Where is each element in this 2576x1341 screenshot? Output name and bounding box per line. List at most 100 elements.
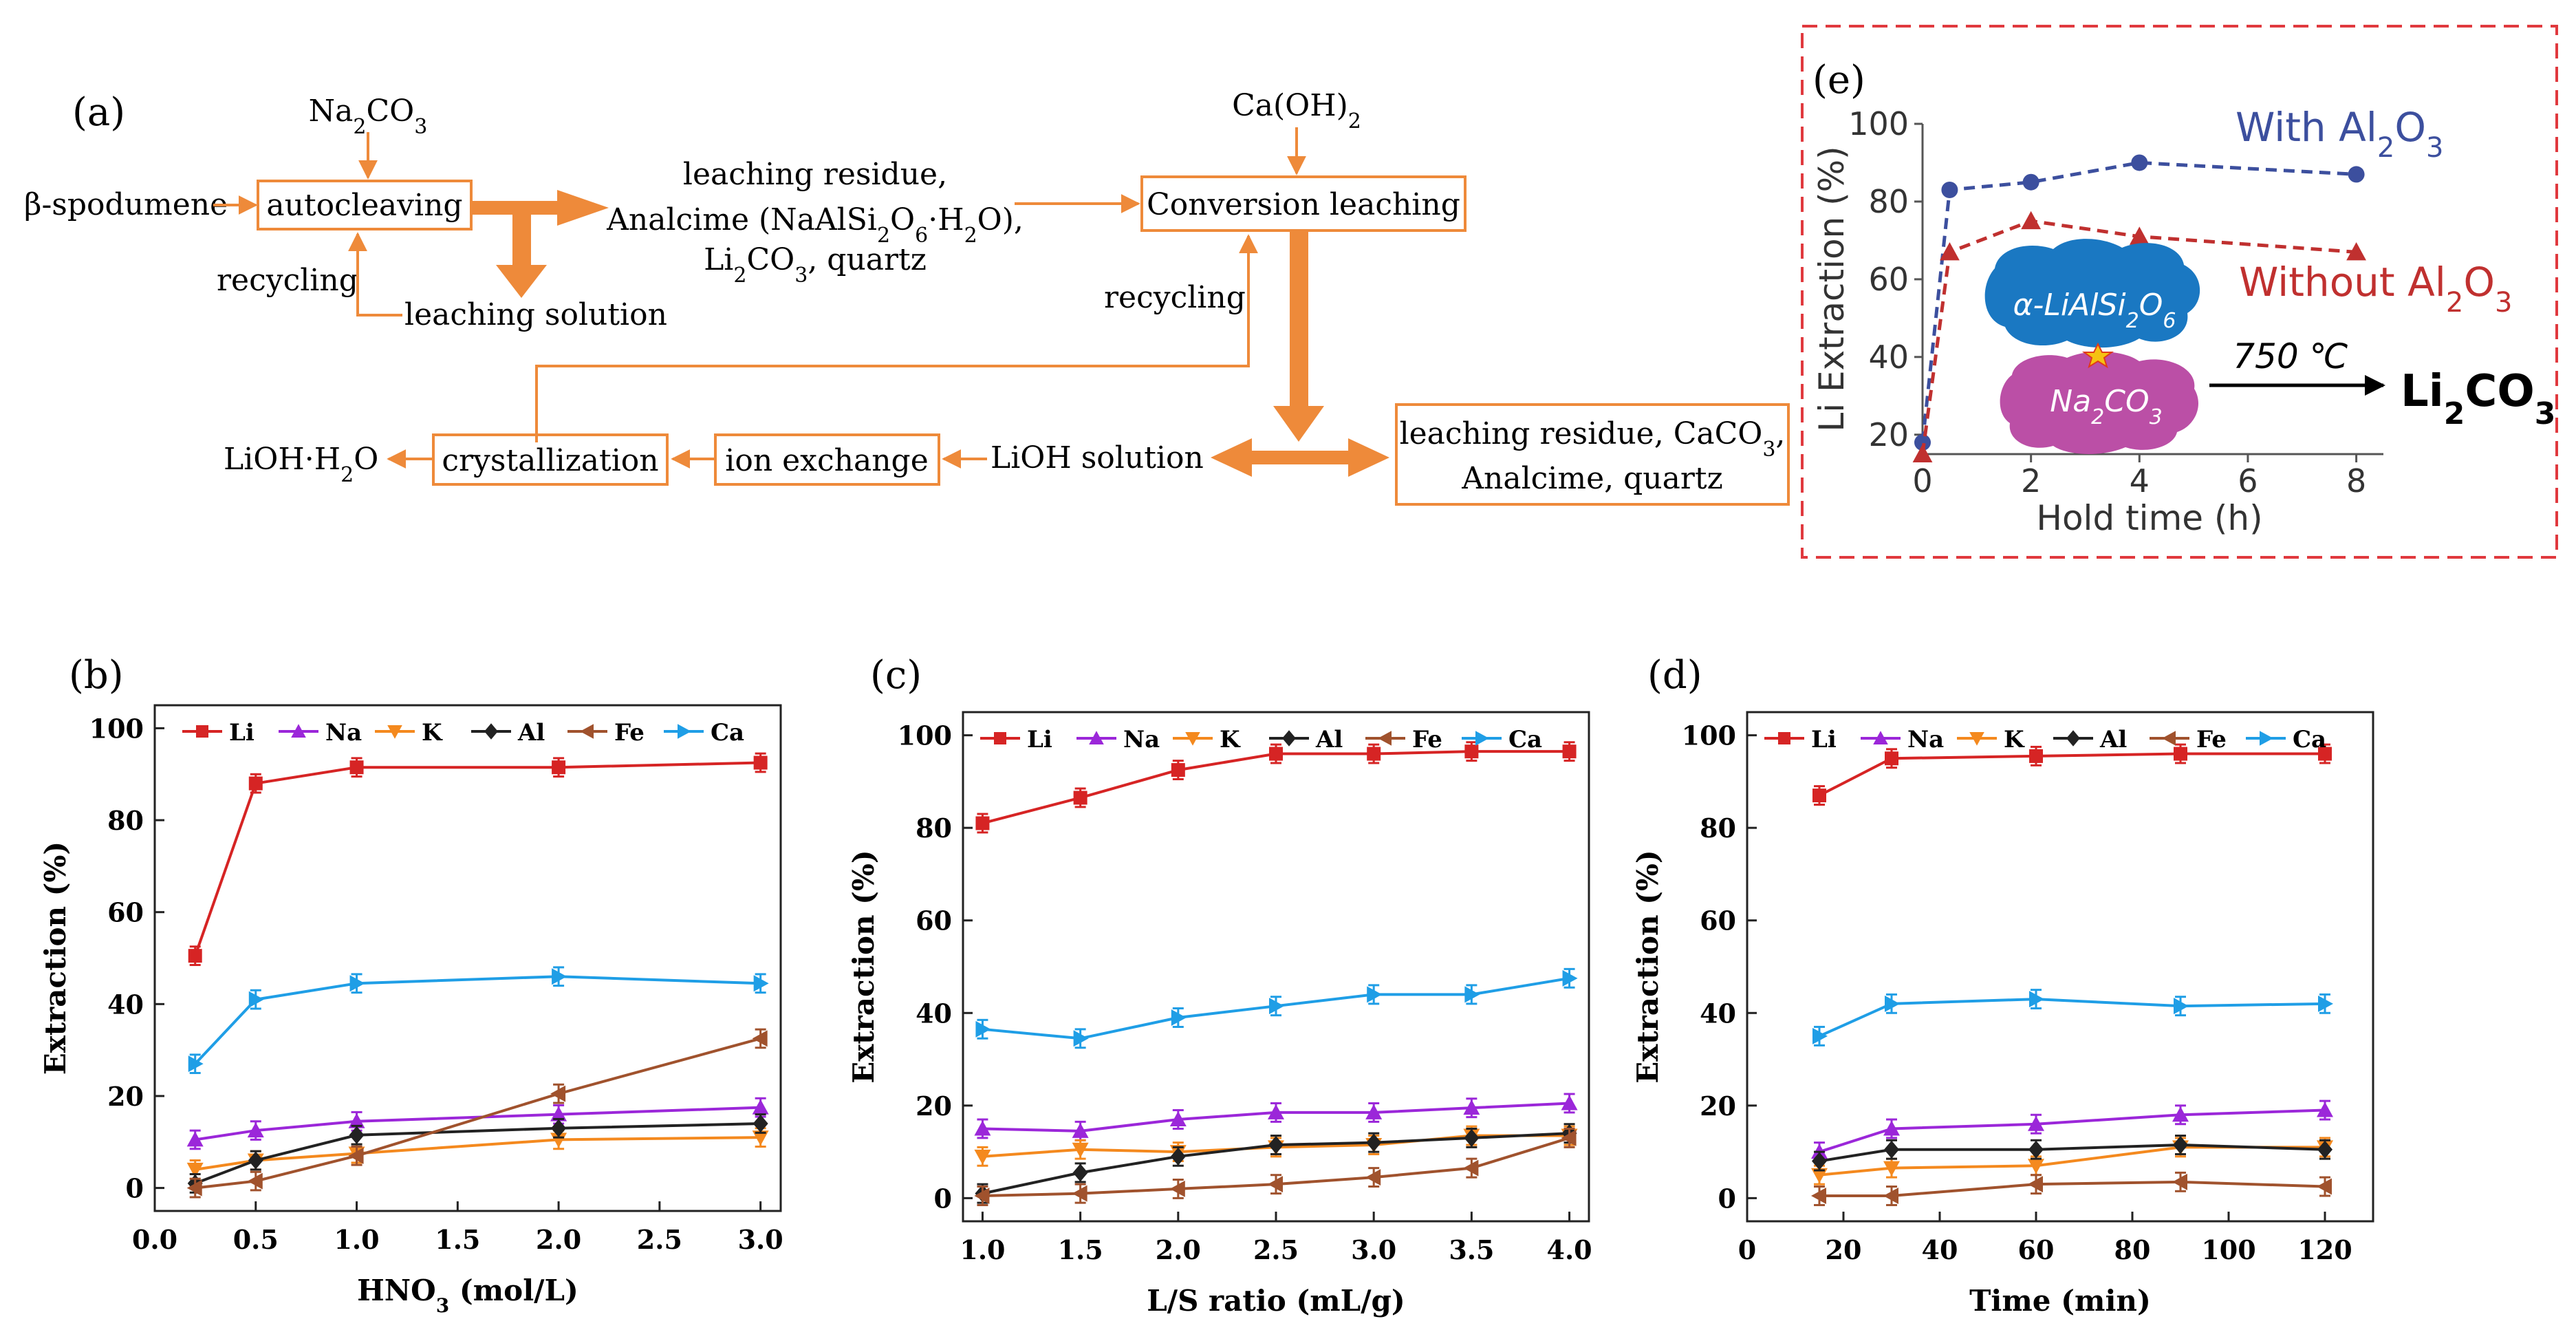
xtick-label: 4.0 bbox=[1547, 1234, 1592, 1265]
e-xtick-label: 2 bbox=[2021, 462, 2041, 500]
point-k bbox=[2028, 1159, 2044, 1174]
point-fe bbox=[1561, 1129, 1577, 1146]
xtick-label: 1.5 bbox=[1058, 1234, 1103, 1265]
recycling-right-label: recycling bbox=[1104, 280, 1246, 315]
e-ytick-label: 100 bbox=[1848, 105, 1909, 142]
point-ca bbox=[1171, 1009, 1187, 1026]
point-ca bbox=[975, 1020, 991, 1038]
xtick-label: 2.0 bbox=[1156, 1234, 1201, 1265]
panel-e-axes: 0 2 4 6 8 20 40 60 80 100 bbox=[1848, 105, 2383, 500]
x-axis-label: HNO3 (mol/L) bbox=[357, 1274, 578, 1317]
ytick-label: 60 bbox=[1700, 905, 1736, 936]
point-al bbox=[1812, 1152, 1827, 1170]
point-na bbox=[1883, 1120, 1900, 1136]
xtick-label: 0.0 bbox=[132, 1224, 177, 1255]
point-fe bbox=[2317, 1178, 2332, 1195]
point-k bbox=[1811, 1168, 1828, 1183]
point-li bbox=[349, 760, 364, 775]
series-line-ca bbox=[194, 975, 761, 1065]
ytick-label: 0 bbox=[1718, 1183, 1736, 1214]
y-axis-label: Extraction (%) bbox=[847, 850, 880, 1084]
legend-marker-na bbox=[1089, 731, 1104, 744]
point-al bbox=[349, 1126, 365, 1144]
panel-b-label: (b) bbox=[69, 653, 124, 698]
legend-marker-al bbox=[1282, 730, 1296, 747]
point-k bbox=[752, 1130, 769, 1146]
legend-label-na: Na bbox=[1123, 726, 1160, 753]
thick-arrow-down-1 bbox=[496, 215, 547, 298]
e-xtick-label: 8 bbox=[2346, 462, 2366, 500]
legend-marker-ca bbox=[2260, 731, 2273, 746]
lioh-solution-label: LiOH solution bbox=[991, 440, 1204, 475]
ytick-label: 100 bbox=[1682, 720, 1736, 751]
ytick-label: 20 bbox=[916, 1091, 952, 1122]
legend-label-fe: Fe bbox=[1412, 726, 1442, 753]
point-na bbox=[2172, 1106, 2189, 1122]
point-li bbox=[188, 949, 202, 963]
panel-e-label: (e) bbox=[1812, 58, 1865, 103]
leaching-solution-label: leaching solution bbox=[404, 297, 667, 332]
residue-line2: Analcime (NaAlSi2O6·H2O), bbox=[606, 202, 1024, 248]
point-k bbox=[1883, 1161, 1900, 1177]
point-ca bbox=[1073, 1030, 1089, 1047]
xtick-label: 3.0 bbox=[738, 1224, 783, 1255]
residue2-box bbox=[1395, 403, 1790, 506]
point-ca bbox=[1562, 969, 1578, 987]
panel-c-label: (c) bbox=[870, 653, 922, 698]
xtick-label: 2.5 bbox=[1253, 1234, 1299, 1265]
ytick-label: 100 bbox=[898, 720, 952, 751]
point-al bbox=[1072, 1163, 1088, 1182]
panel-e: (e) 0 2 4 6 8 20 40 60 80 100 With Al2O3 Without … bbox=[1801, 25, 2558, 559]
point-ca bbox=[1885, 995, 1900, 1012]
xtick-label: 2.0 bbox=[536, 1224, 581, 1255]
point-na bbox=[752, 1099, 769, 1115]
point-al bbox=[1268, 1136, 1284, 1154]
spodumene-label: β-spodumene bbox=[24, 187, 228, 222]
point-ca bbox=[2029, 991, 2044, 1008]
ytick-label: 40 bbox=[1700, 998, 1736, 1029]
panel-e-dashed-frame bbox=[1801, 25, 2558, 559]
point-na bbox=[1072, 1122, 1089, 1138]
point-al bbox=[1366, 1133, 1382, 1152]
legend-marker-li bbox=[1778, 732, 1790, 744]
xtick-label: 3.5 bbox=[1449, 1234, 1494, 1265]
point-fe bbox=[186, 1179, 202, 1197]
ytick-label: 40 bbox=[107, 989, 144, 1020]
panel-a-flowchart: (a) Na2CO3 β-spodumene autocleaving recy… bbox=[24, 88, 1790, 506]
point-k bbox=[1072, 1142, 1089, 1158]
legend-label-al: Al bbox=[2099, 726, 2127, 753]
ytick-label: 80 bbox=[1700, 813, 1736, 844]
recycling-left-label: recycling bbox=[217, 263, 358, 298]
ytick-label: 20 bbox=[107, 1081, 144, 1112]
xtick-label: 100 bbox=[2201, 1234, 2255, 1265]
ytick-label: 100 bbox=[89, 713, 144, 744]
point-al bbox=[1884, 1140, 1899, 1159]
point-al bbox=[1464, 1128, 1480, 1147]
legend-marker-na bbox=[291, 724, 306, 738]
legend-label-fe: Fe bbox=[614, 719, 645, 747]
point-ca bbox=[1367, 986, 1383, 1003]
legend-marker-k bbox=[1185, 732, 1200, 746]
xtick-label: 120 bbox=[2297, 1234, 2352, 1265]
x-axis-label-rest: (mol/L) bbox=[449, 1274, 578, 1307]
point-na bbox=[1561, 1095, 1578, 1111]
residue-line1: leaching residue, bbox=[683, 157, 947, 192]
ytick-label: 80 bbox=[107, 805, 144, 836]
crystallization-label: crystallization bbox=[442, 443, 658, 478]
legend-marker-al bbox=[484, 723, 498, 740]
point-na bbox=[247, 1122, 264, 1138]
caoh2-label: Ca(OH)2 bbox=[1232, 88, 1361, 133]
e-xtick-label: 0 bbox=[1912, 462, 1932, 500]
xtick-label: 40 bbox=[1922, 1234, 1958, 1265]
e-point-with bbox=[2131, 154, 2148, 171]
point-fe bbox=[752, 1030, 768, 1047]
point-ca bbox=[753, 975, 769, 992]
point-al bbox=[2028, 1140, 2044, 1159]
legend-label-al: Al bbox=[517, 719, 545, 747]
point-na bbox=[2317, 1102, 2333, 1117]
ytick-label: 0 bbox=[934, 1183, 952, 1214]
legend-marker-ca bbox=[678, 724, 691, 739]
x-axis-label-sub: 3 bbox=[436, 1294, 449, 1317]
e-point-with bbox=[1914, 434, 1931, 451]
point-fe bbox=[2172, 1173, 2187, 1190]
